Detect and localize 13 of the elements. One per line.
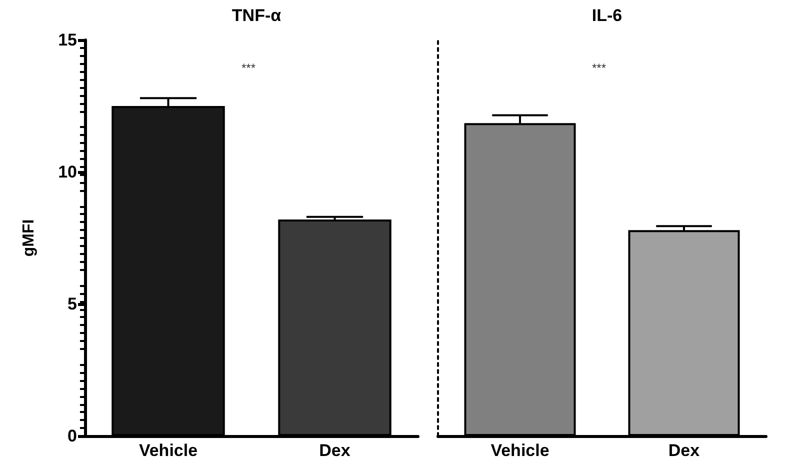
chart-title: TNF-α bbox=[232, 6, 282, 25]
x-tick-label: Vehicle bbox=[138, 441, 198, 460]
y-tick-label: 0 bbox=[68, 426, 77, 446]
y-axis-title: gMFI bbox=[20, 219, 38, 257]
chart-title: IL-6 bbox=[592, 6, 622, 25]
y-tick-label: 10 bbox=[58, 162, 77, 182]
annotation: *** bbox=[242, 61, 256, 75]
y-tick-label: 15 bbox=[58, 30, 77, 50]
x-tick-label: Dex bbox=[668, 441, 700, 460]
annotation: *** bbox=[592, 61, 606, 75]
x-tick-label: Vehicle bbox=[490, 441, 550, 460]
x-tick-label: Dex bbox=[319, 441, 351, 460]
y-tick-label: 5 bbox=[68, 294, 77, 314]
